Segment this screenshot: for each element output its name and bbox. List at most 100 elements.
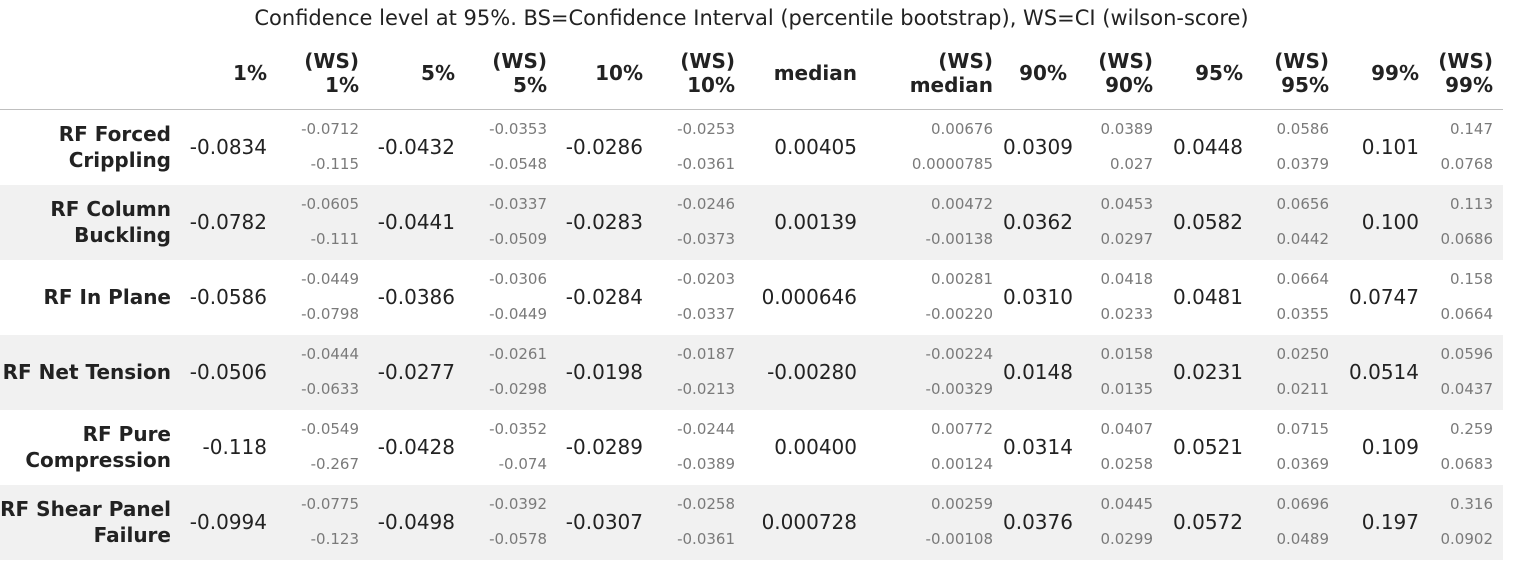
ci-upper-bound: -0.0444 [301,345,359,363]
quantile-value: -0.0782 [189,210,267,234]
ci-lower-bound: -0.0548 [489,155,547,174]
wilson-ci: 0.158 0.0664 [1429,260,1503,335]
ci-lower-bound: 0.0299 [1100,530,1154,548]
ci-upper-bound: 0.00676 [930,120,993,139]
ci-lower-bound: -0.115 [310,155,359,174]
table-row: RF In Plane -0.0586 -0.0449 -0.0798 -0.0386-… [0,260,1503,335]
ci-upper-bound: -0.0605 [301,195,359,213]
wilson-ci: -0.0392 -0.0578 [465,485,557,560]
wilson-ci: 0.0664 0.0355 [1253,260,1339,335]
quantile-value: -0.0386 [377,285,455,309]
ci-upper-bound: 0.0389 [1100,120,1154,139]
ci-lower-bound: -0.00220 [925,305,993,323]
quantile-value: 0.0148 [1003,360,1073,384]
ci-upper-bound: -0.0306 [489,270,547,288]
ci-lower-bound: 0.0489 [1276,530,1330,548]
wilson-ci: -0.0549 -0.267 [277,410,369,485]
ci-lower-bound: -0.00108 [925,530,993,548]
quantile-value: -0.0277 [377,360,455,384]
wilson-ci: 0.0418 0.0233 [1077,260,1163,335]
ci-lower-bound: -0.0578 [489,530,547,548]
column-header: (WS) 5% [465,36,557,110]
wilson-ci: 0.00676 0.0000785 [867,110,1003,185]
quantile-value: 0.00405 [774,135,857,160]
quantile-value: 0.000646 [761,285,857,309]
quantile-value: -0.0289 [565,435,643,459]
ci-lower-bound: -0.074 [498,455,547,473]
wilson-ci: 0.0656 0.0442 [1253,185,1339,260]
wilson-ci: 0.0453 0.0297 [1077,185,1163,260]
quantile-value: -0.0428 [377,435,455,459]
ci-lower-bound: 0.0369 [1276,455,1330,473]
ci-lower-bound: -0.0389 [677,455,735,473]
ci-lower-bound: -0.0373 [677,230,735,248]
ci-lower-bound: 0.0902 [1440,530,1494,548]
ci-lower-bound: -0.00138 [925,230,993,248]
column-header: 99% [1339,36,1429,110]
wilson-ci: 0.147 0.0768 [1429,110,1503,185]
wilson-ci: 0.113 0.0686 [1429,185,1503,260]
ci-upper-bound: -0.0187 [677,345,735,363]
ci-upper-bound: 0.0158 [1100,345,1154,363]
ci-upper-bound: 0.0418 [1100,270,1154,288]
quantile-value: 0.100 [1361,210,1419,234]
wilson-ci: -0.0775 -0.123 [277,485,369,560]
ci-upper-bound: -0.0549 [301,420,359,438]
quantile-table: 1% (WS) 1% 5% (WS) 5% 10% (WS) 10% median (WS) … [0,36,1503,560]
ci-lower-bound: -0.267 [310,455,359,473]
ci-upper-bound: -0.0353 [489,120,547,139]
wilson-ci: -0.00224 -0.00329 [867,335,1003,410]
ci-upper-bound: -0.0261 [489,345,547,363]
wilson-ci: 0.0586 0.0379 [1253,110,1339,185]
table-row: RF Pure Compression -0.118 -0.0549 -0.267 -0… [0,410,1503,485]
ci-upper-bound: -0.0258 [677,495,735,513]
wilson-ci: 0.00472 -0.00138 [867,185,1003,260]
quantile-value: -0.0498 [377,510,455,534]
ci-upper-bound: 0.158 [1450,270,1493,288]
quantile-value: 0.0376 [1003,510,1073,534]
quantile-value: 0.0514 [1349,360,1419,384]
table-body: RF Forced Crippling -0.0834 -0.0712 -0.115-… [0,110,1503,560]
wilson-ci: -0.0353 -0.0548 [465,110,557,185]
quantile-value: -0.118 [202,435,267,459]
row-label: RF Pure Compression [25,422,171,472]
ci-lower-bound: -0.0361 [677,155,735,174]
quantile-value: -0.0286 [565,135,643,160]
ci-lower-bound: -0.123 [310,530,359,548]
wilson-ci: -0.0246 -0.0373 [653,185,745,260]
ci-lower-bound: 0.0297 [1100,230,1154,248]
quantile-value: -0.00280 [767,360,857,384]
ci-upper-bound: -0.0246 [677,195,735,213]
ci-upper-bound: -0.0352 [489,420,547,438]
quantile-value: 0.000728 [761,510,857,534]
ci-upper-bound: 0.0696 [1276,495,1330,513]
ci-upper-bound: 0.147 [1450,120,1493,139]
quantile-value: 0.0521 [1173,435,1243,459]
quantile-value: 0.0309 [1003,135,1073,160]
ci-lower-bound: -0.0298 [489,380,547,398]
quantile-value: 0.0747 [1349,285,1419,309]
wilson-ci: 0.00772 0.00124 [867,410,1003,485]
ci-upper-bound: -0.0244 [677,420,735,438]
wilson-ci: 0.0445 0.0299 [1077,485,1163,560]
ci-lower-bound: -0.0337 [677,305,735,323]
ci-upper-bound: 0.0407 [1100,420,1154,438]
wilson-ci: -0.0306 -0.0449 [465,260,557,335]
column-header: 5% [369,36,465,110]
row-label: RF Shear Panel Failure [0,497,171,547]
table-row: RF Shear Panel Failure -0.0994 -0.0775 -0.1… [0,484,1503,560]
ci-lower-bound: 0.0683 [1440,455,1494,473]
quantile-value: 0.0362 [1003,210,1073,234]
wilson-ci: 0.00259 -0.00108 [867,485,1003,560]
wilson-ci: -0.0605 -0.111 [277,185,369,260]
column-header: (WS) 10% [653,36,745,110]
ci-lower-bound: 0.027 [1110,155,1153,174]
quantile-value: 0.0448 [1173,135,1243,160]
column-header: 95% [1163,36,1253,110]
column-header: (WS) 1% [277,36,369,110]
table-row: RF Forced Crippling -0.0834 -0.0712 -0.115-… [0,110,1503,185]
table-row: RF Net Tension -0.0506 -0.0444 -0.0633 -0.02… [0,334,1503,410]
quantile-value: 0.0582 [1173,210,1243,234]
wilson-ci: -0.0187 -0.0213 [653,335,745,410]
header-row: 1% (WS) 1% 5% (WS) 5% 10% (WS) 10% median (WS) … [0,36,1503,110]
